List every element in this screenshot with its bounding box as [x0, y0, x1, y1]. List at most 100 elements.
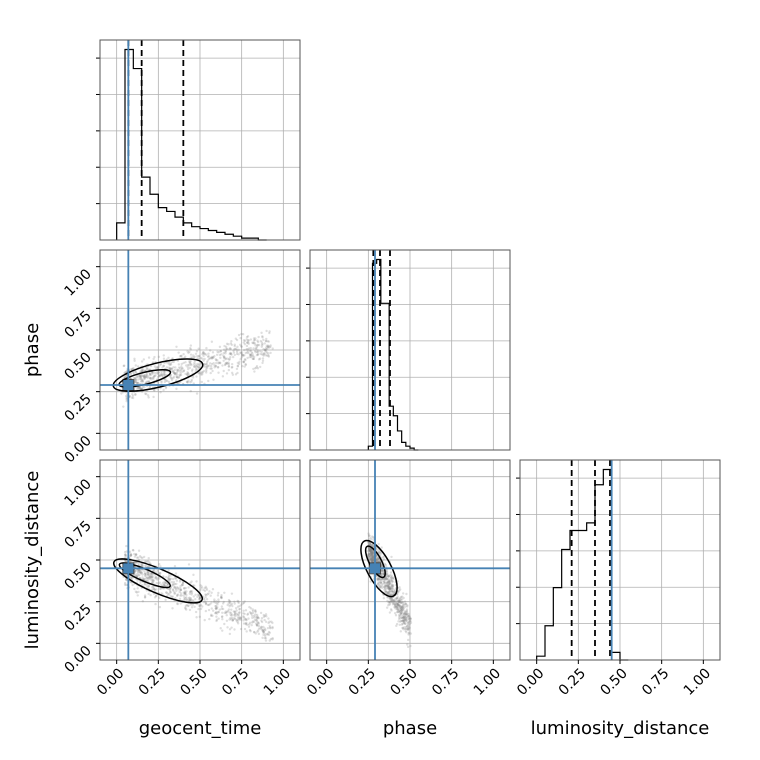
scatter-point	[261, 342, 264, 346]
scatter-point	[368, 542, 371, 545]
scatter-point	[266, 626, 270, 630]
scatter-point	[399, 607, 403, 610]
scatter-point	[388, 585, 391, 588]
scatter-point	[202, 351, 205, 354]
scatter-point	[237, 601, 240, 605]
scatter-point	[125, 398, 128, 401]
scatter-point	[137, 590, 140, 594]
scatter-point	[386, 583, 389, 586]
scatter-point	[186, 363, 190, 367]
scatter-point	[255, 623, 259, 626]
scatter-point	[244, 622, 247, 625]
scatter-point	[186, 367, 190, 371]
scatter-point	[407, 632, 410, 635]
scatter-point	[241, 332, 245, 336]
scatter-point	[209, 364, 213, 368]
scatter-point	[380, 580, 383, 583]
scatter-point	[384, 590, 387, 593]
scatter-point	[212, 356, 215, 359]
scatter-point	[132, 376, 136, 380]
scatter-point	[134, 573, 137, 576]
scatter-point	[129, 553, 133, 557]
scatter-point	[260, 350, 263, 354]
scatter-point	[399, 596, 402, 600]
scatter-point	[244, 358, 247, 362]
scatter-point	[200, 373, 203, 376]
scatter-point	[175, 589, 178, 592]
scatter-point	[146, 375, 150, 378]
scatter-point	[255, 345, 259, 348]
scatter-point	[183, 598, 186, 601]
scatter-point	[386, 577, 389, 581]
scatter-point	[385, 565, 388, 568]
scatter-point	[371, 552, 375, 555]
scatter-point	[177, 363, 181, 366]
scatter-point	[390, 580, 394, 583]
scatter-point	[406, 612, 409, 615]
scatter-point	[405, 609, 408, 613]
scatter-point	[133, 555, 137, 558]
scatter-point	[249, 355, 253, 359]
scatter-panel-phase-vs-geocent-time	[99, 249, 301, 451]
scatter-point	[369, 553, 372, 556]
scatter-point	[251, 341, 254, 344]
scatter-point	[186, 371, 189, 374]
scatter-point	[400, 609, 403, 612]
scatter-point	[204, 593, 208, 597]
scatter-point	[150, 575, 153, 579]
scatter-point	[203, 589, 207, 593]
scatter-point	[157, 371, 160, 374]
scatter-point	[187, 563, 191, 566]
scatter-point	[262, 630, 266, 634]
scatter-point	[247, 617, 250, 620]
scatter-point	[245, 630, 248, 633]
scatter-point	[172, 371, 176, 374]
scatter-point	[196, 354, 199, 358]
scatter-point	[223, 622, 226, 626]
scatter-point	[141, 379, 144, 383]
scatter-point	[267, 352, 270, 355]
scatter-point	[226, 626, 229, 629]
scatter-point	[139, 564, 143, 567]
scatter-point	[138, 571, 142, 574]
scatter-point	[140, 370, 143, 373]
scatter-point	[251, 611, 255, 615]
scatter-point	[143, 582, 146, 586]
scatter-point	[370, 553, 373, 557]
scatter-point	[407, 615, 410, 618]
scatter-point	[207, 357, 211, 361]
scatter-point	[175, 375, 178, 379]
scatter-point	[163, 374, 167, 377]
scatter-point	[372, 555, 375, 558]
scatter-point	[144, 381, 148, 384]
scatter-point	[379, 581, 383, 584]
scatter-point	[388, 611, 392, 614]
scatter-point	[177, 368, 180, 372]
scatter-point	[226, 357, 229, 360]
scatter-point	[182, 594, 185, 597]
scatter-point	[404, 612, 407, 615]
scatter-point	[267, 621, 270, 625]
scatter-point	[148, 565, 152, 569]
scatter-point	[237, 353, 240, 356]
scatter-points	[360, 532, 413, 649]
scatter-point	[387, 585, 390, 589]
scatter-point	[245, 621, 248, 625]
scatter-point	[267, 340, 271, 343]
scatter-point	[253, 370, 256, 373]
scatter-point	[252, 367, 255, 371]
scatter-point	[195, 363, 198, 366]
scatter-point	[129, 553, 133, 557]
scatter-point	[371, 554, 375, 558]
scatter-point	[386, 584, 389, 587]
scatter-point	[197, 363, 200, 367]
scatter-point	[158, 605, 162, 609]
contour-outer	[112, 558, 204, 604]
scatter-point	[394, 604, 397, 607]
scatter-point	[380, 564, 383, 567]
scatter-point	[378, 560, 381, 563]
scatter-point	[214, 358, 218, 361]
scatter-point	[146, 579, 150, 583]
scatter-point	[221, 602, 225, 605]
scatter-point	[395, 605, 399, 608]
